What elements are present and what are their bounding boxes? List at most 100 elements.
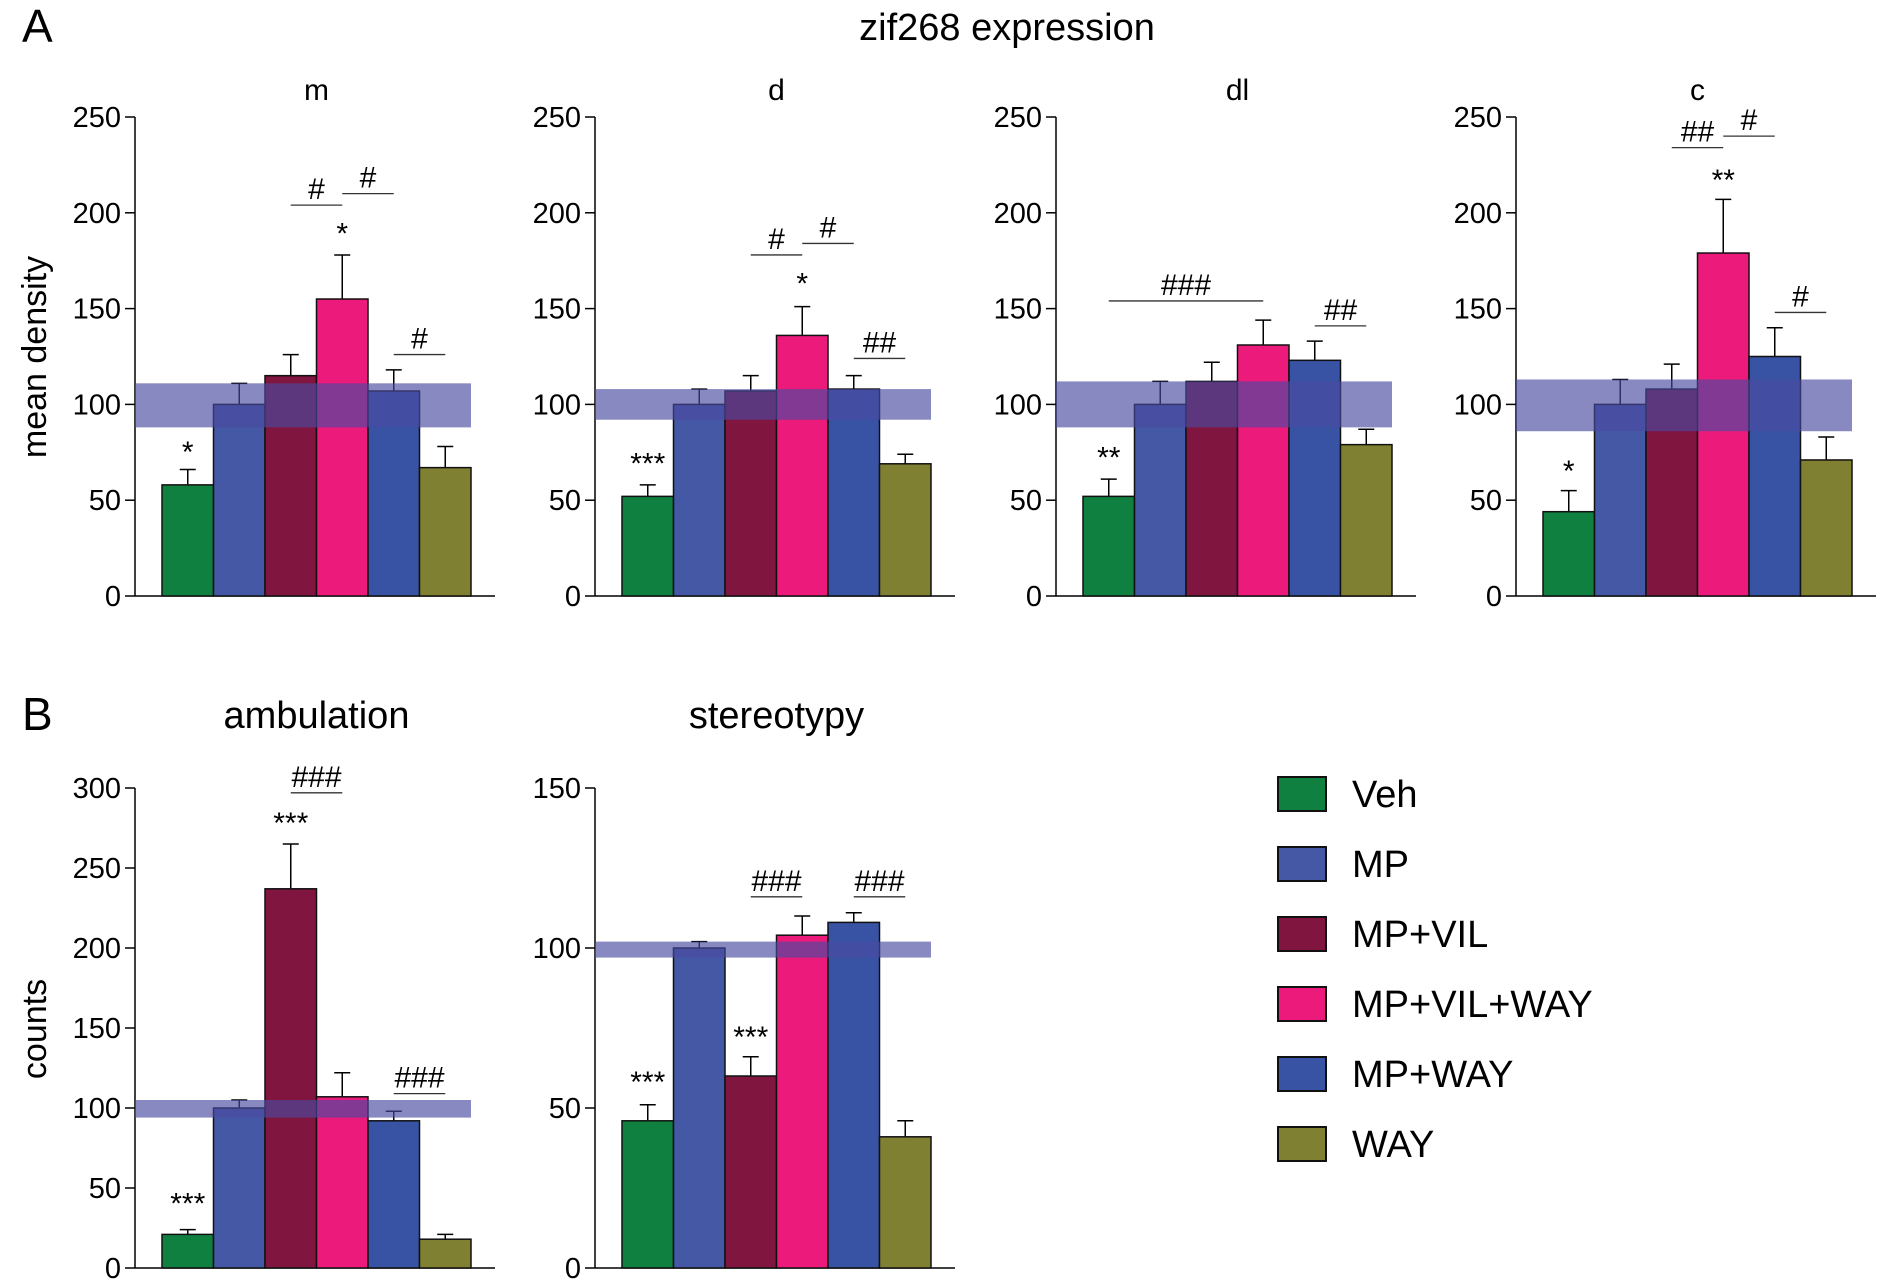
significance-marker: ### — [394, 1062, 444, 1095]
bar-mp-vil — [724, 1075, 778, 1269]
significance-marker: *** — [170, 1188, 205, 1221]
significance-marker: ### — [1161, 269, 1211, 302]
legend-label: Veh — [1352, 774, 1418, 816]
y-tick-label: 0 — [1026, 581, 1042, 613]
panel-a-letter: A — [22, 0, 53, 52]
y-tick-label: 150 — [533, 773, 581, 805]
bar-mp — [672, 947, 726, 1269]
bar-mp-vil — [264, 888, 318, 1269]
reference-band — [135, 1100, 471, 1118]
significance-marker: # — [411, 323, 428, 356]
bar-veh — [161, 484, 215, 597]
bar-way — [1799, 459, 1853, 597]
chart-title: m — [304, 74, 329, 107]
chart-stereotypy: 0 50 100 150 stereotypy *** *** ### ### — [533, 695, 955, 1285]
panel-a-title: zif268 expression — [859, 7, 1155, 49]
legend-swatch — [1277, 916, 1327, 952]
legend-item: MP+VIL+WAY — [1277, 984, 1593, 1026]
bar-mp — [212, 403, 266, 597]
legend-label: MP — [1352, 844, 1409, 886]
bar-mp-vil — [724, 390, 778, 597]
bar-veh — [161, 1233, 215, 1269]
y-tick-label: 0 — [565, 581, 581, 613]
y-tick-label: 0 — [105, 1253, 121, 1285]
reference-band — [595, 389, 931, 420]
bar-way — [418, 1238, 472, 1269]
significance-marker: *** — [273, 807, 308, 840]
y-tick-label: 100 — [1454, 389, 1502, 421]
y-tick-label: 200 — [1454, 198, 1502, 230]
y-tick-label: 200 — [533, 198, 581, 230]
bar-way — [878, 463, 932, 597]
significance-marker: * — [1563, 455, 1575, 488]
legend-item: MP+VIL — [1277, 914, 1488, 956]
y-tick-label: 200 — [994, 198, 1042, 230]
bar-veh — [1542, 510, 1596, 597]
reference-band — [135, 383, 471, 428]
significance-marker: # — [308, 173, 325, 206]
y-tick-label: 150 — [73, 1013, 121, 1045]
bar-way — [418, 466, 472, 597]
y-tick-label: 50 — [549, 485, 581, 517]
significance-marker: ### — [854, 865, 904, 898]
y-tick-label: 0 — [105, 581, 121, 613]
chart-m: 0 50 100 150 200 250 m * # # * # — [73, 74, 495, 613]
y-tick-label: 0 — [565, 1253, 581, 1285]
y-tick-label: 100 — [73, 389, 121, 421]
significance-marker: ** — [1712, 164, 1736, 197]
significance-marker: * — [182, 436, 194, 469]
bar-mp-way — [827, 388, 881, 597]
panel-a-ylabel: mean density — [16, 256, 54, 458]
chart-title: stereotypy — [689, 695, 864, 737]
significance-marker: *** — [630, 1066, 665, 1099]
legend-item: MP+WAY — [1277, 1054, 1514, 1096]
y-tick-label: 150 — [1454, 294, 1502, 326]
y-tick-label: 100 — [533, 389, 581, 421]
legend-swatch — [1277, 846, 1327, 882]
y-tick-label: 250 — [1454, 102, 1502, 134]
bar-mp-vil-way — [315, 298, 369, 597]
chart-title: c — [1690, 74, 1705, 107]
bar-veh — [1082, 495, 1136, 597]
y-tick-label: 50 — [549, 1093, 581, 1125]
y-tick-label: 250 — [73, 102, 121, 134]
bar-mp-way — [827, 921, 881, 1269]
significance-marker: # — [1792, 280, 1809, 313]
bar-mp — [1133, 403, 1187, 597]
y-tick-label: 300 — [73, 773, 121, 805]
significance-marker: # — [1741, 104, 1758, 137]
y-tick-label: 200 — [73, 198, 121, 230]
y-tick-label: 250 — [533, 102, 581, 134]
bar-veh — [621, 495, 675, 597]
bar-mp — [1593, 403, 1647, 597]
y-tick-label: 250 — [73, 853, 121, 885]
significance-marker: ### — [291, 761, 341, 794]
panel-b-ylabel: counts — [16, 979, 54, 1079]
reference-band — [1516, 379, 1852, 432]
chart-title: ambulation — [224, 695, 410, 737]
y-tick-label: 50 — [89, 1173, 121, 1205]
significance-marker: # — [360, 162, 377, 195]
significance-marker: # — [768, 223, 785, 256]
y-tick-label: 150 — [533, 294, 581, 326]
significance-marker: # — [820, 211, 837, 244]
reference-band — [595, 941, 931, 958]
bar-mp — [672, 403, 726, 597]
legend-swatch — [1277, 776, 1327, 812]
y-tick-label: 150 — [994, 294, 1042, 326]
bar-mp-way — [367, 1120, 421, 1269]
y-tick-label: 100 — [73, 1093, 121, 1125]
significance-marker: *** — [630, 447, 665, 480]
y-tick-label: 50 — [1470, 485, 1502, 517]
significance-marker: * — [336, 217, 348, 250]
y-tick-label: 200 — [73, 933, 121, 965]
y-tick-label: 50 — [89, 485, 121, 517]
legend-item: MP — [1277, 844, 1409, 886]
chart-title: d — [768, 74, 785, 107]
significance-marker: ## — [863, 326, 897, 359]
significance-marker: ## — [1324, 294, 1358, 327]
